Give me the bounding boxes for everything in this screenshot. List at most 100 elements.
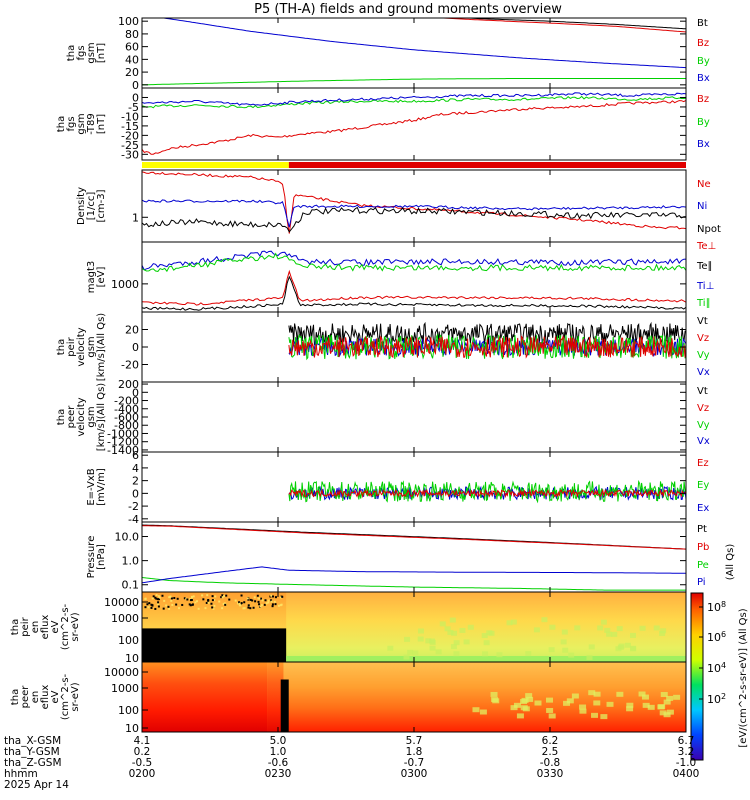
plot-area-p1	[142, 18, 686, 86]
speckle	[211, 599, 214, 602]
flux-patch	[546, 697, 554, 703]
speckle	[273, 600, 276, 603]
legend-entry: Vt	[697, 386, 708, 397]
ephemeris-value: 1.8	[406, 746, 423, 758]
speckle	[144, 606, 147, 609]
speckle	[173, 596, 176, 599]
speckle	[247, 604, 250, 607]
speckle	[223, 602, 226, 605]
flux-patch	[520, 699, 528, 705]
y-axis-label-line: [mV/m]	[96, 468, 107, 506]
speckle	[144, 597, 147, 600]
speckle	[194, 601, 197, 604]
flux-patch	[642, 702, 650, 708]
speckle	[218, 600, 221, 603]
flux-patch	[653, 625, 660, 631]
flux-patch	[548, 713, 556, 719]
flux-patch	[525, 693, 533, 699]
flux-patch	[663, 699, 671, 705]
speckle	[222, 603, 225, 606]
speckle	[154, 607, 157, 610]
y-tick-label: 40	[125, 53, 139, 66]
flux-patch	[417, 636, 424, 642]
flux-patch	[591, 712, 599, 718]
speckle	[147, 606, 150, 609]
speckle	[213, 599, 216, 602]
y-tick-label: -15	[121, 120, 139, 133]
flux-patch	[563, 700, 571, 706]
flux-patch	[407, 649, 414, 655]
y-tick-label: -20	[121, 129, 139, 142]
y-tick-label: -4	[128, 513, 139, 526]
ephemeris-value: -0.7	[404, 757, 425, 769]
axes-frame-p7	[141, 451, 687, 523]
colorbar-tick-exp: 2	[721, 692, 726, 701]
flux-patch	[491, 697, 499, 703]
y-axis-label-line: magt3	[86, 261, 97, 294]
speckle	[211, 595, 214, 598]
flux-patch	[647, 704, 655, 710]
ephemeris-label: hhmm	[4, 768, 38, 780]
speckle	[156, 603, 159, 606]
ephemeris-value: -0.8	[540, 757, 561, 769]
ephemeris-value: -0.6	[268, 757, 289, 769]
legend-entry: Ex	[697, 503, 709, 514]
speckle	[264, 599, 267, 602]
speckle	[163, 599, 166, 602]
y-tick-label: -25	[121, 139, 139, 152]
y-axis-label-line: gsm	[76, 113, 87, 134]
flux-patch	[571, 693, 579, 699]
flux-patch	[606, 631, 613, 637]
y-axis-label-line: peer	[66, 405, 77, 429]
speckle	[242, 607, 245, 610]
speckle	[175, 603, 178, 606]
speckle	[240, 594, 243, 597]
flux-patch	[435, 649, 442, 655]
ephemeris-value: 3.2	[678, 746, 695, 758]
y-axis-label-line: eV	[50, 690, 61, 703]
panel-p3: 1 Density [1/cc] [cm-3] Ne Ni Npot	[76, 169, 721, 243]
y-axis-label-line: [nT]	[96, 114, 107, 134]
low-energy-band	[286, 656, 686, 662]
flux-patch	[588, 644, 595, 650]
series-p4-Ti∥	[142, 252, 686, 273]
y-tick-label: 4	[132, 462, 139, 475]
speckle	[267, 601, 270, 604]
flux-patch	[546, 707, 554, 713]
speckle	[243, 607, 246, 610]
speckle	[188, 603, 191, 606]
speckle	[169, 595, 172, 598]
legend-entry: Bx	[697, 73, 710, 84]
speckle	[158, 596, 161, 599]
y-tick-label: -20	[121, 359, 139, 372]
y-axis-label-line: peer	[20, 685, 31, 709]
colorbar-tick-label: 106	[707, 630, 726, 644]
speckle	[213, 604, 216, 607]
mode-bar-segment	[288, 162, 686, 168]
no-data-gap	[280, 679, 289, 732]
legend-entry: Pe	[697, 560, 709, 571]
legend-entry: Pb	[697, 542, 709, 553]
y-axis-label-line: eflux	[40, 685, 51, 710]
speckle	[211, 606, 214, 609]
flux-patch	[496, 652, 503, 658]
y-axis-label-p2: tha fgs gsm -T89 [nT]	[56, 113, 107, 135]
y-tick-label: 0.1	[122, 579, 140, 592]
y-tick-label: -1200	[107, 436, 139, 449]
legend-entry: Bz	[697, 38, 709, 49]
legend-entry: Ne	[697, 179, 711, 190]
flux-patch	[463, 639, 470, 645]
series-p7-Ey	[288, 479, 686, 504]
speckle	[157, 605, 160, 608]
y-axis-label-s2: tha peer en eflux eV (cm^2-s-sr-eV)	[10, 673, 81, 720]
speckle	[186, 598, 189, 601]
speckle	[170, 597, 173, 600]
speckle	[271, 603, 274, 606]
speckle	[207, 601, 210, 604]
speckle	[189, 604, 192, 607]
panel-s1: 10000 1000 100 10 tha peir en eflux eV (cm^2-s-sr…	[10, 591, 687, 665]
speckle	[176, 597, 179, 600]
flux-patch	[510, 705, 518, 711]
